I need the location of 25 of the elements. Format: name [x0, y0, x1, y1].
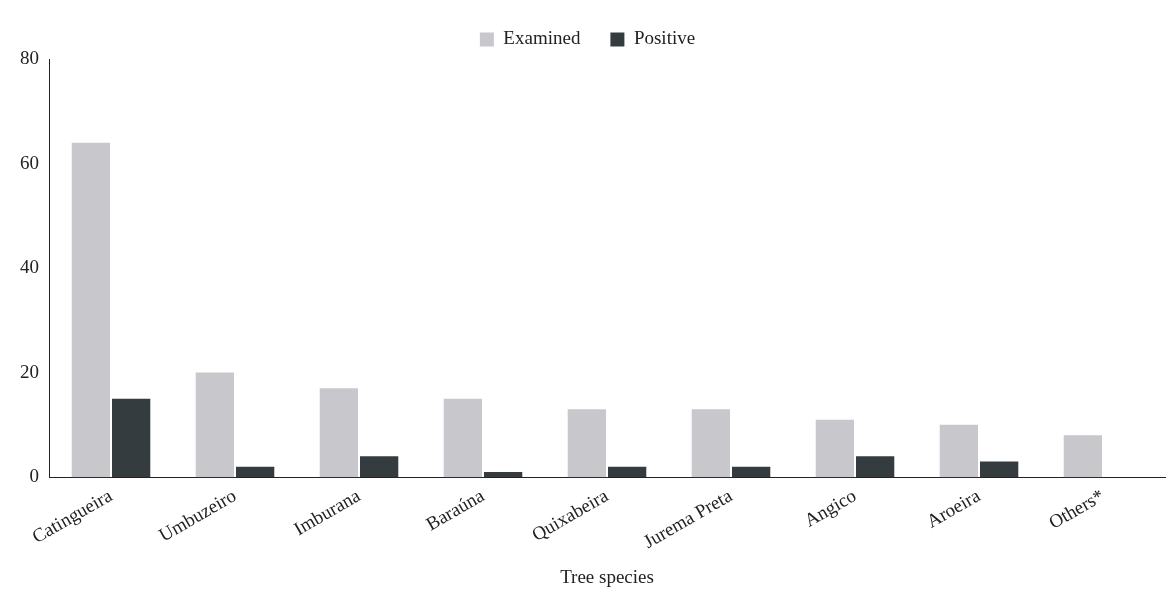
- y-tick-label: 0: [29, 465, 39, 487]
- bar: [856, 456, 895, 478]
- bar: [608, 466, 647, 478]
- bar: [939, 424, 978, 478]
- bar: [319, 388, 358, 478]
- legend-label: Examined: [503, 27, 581, 49]
- bar: [195, 372, 234, 478]
- bar: [732, 466, 771, 478]
- y-tick-label: 80: [20, 46, 39, 68]
- y-tick-label: 20: [20, 360, 39, 382]
- bar: [815, 419, 854, 478]
- bar: [71, 142, 110, 478]
- bar: [691, 409, 730, 478]
- y-tick-label: 40: [20, 256, 39, 278]
- legend-label: Positive: [633, 27, 696, 49]
- bar: [567, 409, 606, 478]
- bar: [443, 398, 482, 478]
- bar: [236, 466, 275, 478]
- bar: [1063, 435, 1102, 478]
- bar: [112, 398, 151, 478]
- bar: [360, 456, 399, 478]
- bar: [980, 461, 1019, 478]
- y-tick-label: 60: [20, 151, 39, 173]
- x-axis-title: Tree species: [560, 565, 654, 587]
- bar: [484, 471, 523, 478]
